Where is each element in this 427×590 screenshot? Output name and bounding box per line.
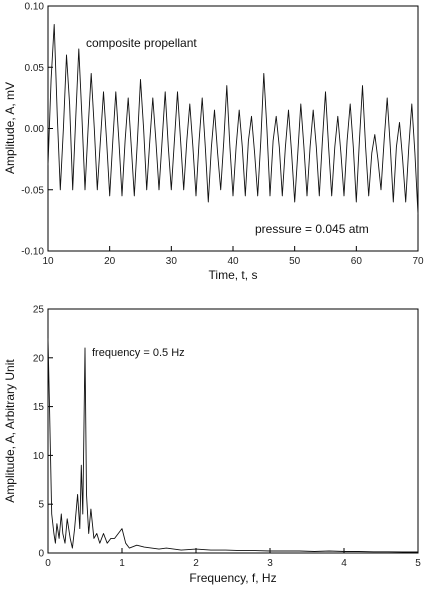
- y-tick-label: 20: [33, 353, 45, 364]
- frequency-x-axis-label: Frequency, f, Hz: [189, 571, 276, 585]
- annotation-pressure: pressure = 0.045 atm: [255, 222, 369, 236]
- y-tick-label: 0.00: [25, 124, 45, 135]
- time-signal-line: [47, 23, 419, 215]
- x-tick-label: 4: [341, 558, 347, 569]
- frequency-spectrum-line: [47, 338, 418, 553]
- x-tick-label: 30: [166, 256, 178, 267]
- frequency-plot-frame: [47, 308, 419, 554]
- annotation-frequency: frequency = 0.5 Hz: [92, 347, 185, 359]
- x-tick-label: 0: [45, 558, 51, 569]
- frequency-domain-panel: 0 5 10 15 20 25 0 1 2 3 4 5 frequency = 0.5 Hz Fre…: [3, 305, 421, 586]
- time-x-ticks: 10 20 30 40 50 60 70: [42, 246, 424, 267]
- x-tick-label: 20: [104, 256, 116, 267]
- y-tick-label: 0: [38, 549, 44, 560]
- time-x-axis-label: Time, t, s: [209, 268, 258, 282]
- time-domain-panel: -0.10 -0.05 0.00 0.05 0.10 10 20 30 40 50 60 70 co…: [3, 2, 424, 283]
- x-tick-label: 5: [415, 558, 421, 569]
- x-tick-label: 10: [42, 256, 54, 267]
- time-y-axis-label: Amplitude, A, mV: [3, 82, 17, 174]
- y-tick-label: -0.05: [21, 185, 44, 196]
- y-tick-label: 0.10: [25, 2, 45, 13]
- x-tick-label: 40: [227, 256, 239, 267]
- y-tick-label: 5: [38, 500, 44, 511]
- x-tick-label: 3: [267, 558, 273, 569]
- x-tick-label: 2: [193, 558, 199, 569]
- x-tick-label: 70: [412, 256, 424, 267]
- frequency-x-ticks: 0 1 2 3 4 5: [45, 548, 421, 569]
- x-tick-label: 50: [289, 256, 301, 267]
- y-tick-label: 0.05: [25, 63, 45, 74]
- y-tick-label: 25: [33, 305, 45, 316]
- y-tick-label: 15: [33, 402, 45, 413]
- y-tick-label: 10: [33, 451, 45, 462]
- y-tick-label: -0.10: [21, 247, 44, 258]
- frequency-y-axis-label: Amplitude, A, Arbitrary Unit: [3, 359, 17, 503]
- x-tick-label: 60: [351, 256, 363, 267]
- x-tick-label: 1: [119, 558, 125, 569]
- annotation-composite-propellant: composite propellant: [86, 36, 197, 50]
